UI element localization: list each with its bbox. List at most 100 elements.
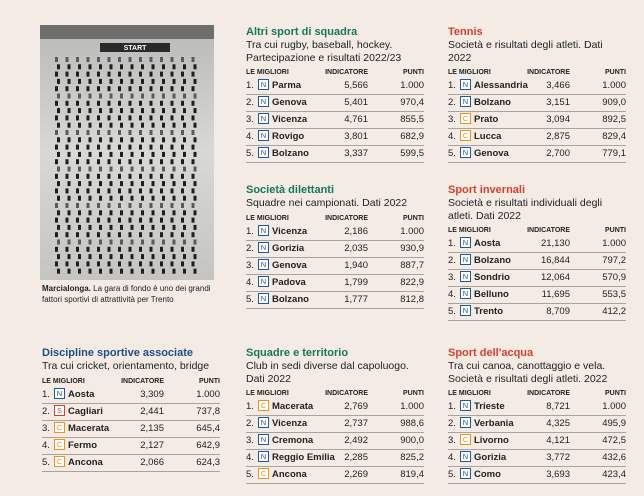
skier [57,181,60,187]
skier [99,195,102,201]
skier [109,78,113,84]
rank: 1. [448,80,456,91]
skier [151,181,155,187]
skier [55,71,58,77]
panel-subtitle: Squadre nei campionati. Dati 2022 [246,197,408,209]
skier [78,239,81,245]
skier [99,93,102,99]
skier [151,137,155,143]
points: 412,2 [602,306,626,317]
skier [183,268,186,274]
skier [149,261,153,267]
area-badge: C [54,438,65,450]
skier [139,188,142,194]
rank: 2. [448,97,456,108]
header-cell: INDICATORE [325,69,368,76]
area-badge: N [258,79,269,90]
skier [139,71,142,77]
skier [99,210,102,216]
skier [55,57,58,62]
table-row: 5. C Ancona 2,066 624,3 [42,455,220,472]
skier [172,64,176,70]
header-cell: PUNTI [199,377,220,385]
table-row: 3. N Vicenza 4,761 855,5 [246,112,424,129]
skier [181,144,184,150]
skier [99,64,102,70]
table-header: LE MIGLIORI INDICATORE PUNTI [246,67,424,78]
skier [78,268,81,274]
skier [128,71,132,77]
panel: Sport dell'acqua Tra cui canoa, canottagg… [448,347,626,484]
points: 642,9 [196,439,220,451]
skier [183,210,186,216]
points: 423,4 [602,469,626,480]
city: Aosta [474,238,501,249]
skier [97,71,100,77]
skier [193,166,197,172]
points: 825,2 [400,452,424,463]
area-badge: N [258,130,269,141]
indicator: 8,721 [546,401,570,412]
header-cell: LE MIGLIORI [246,214,289,222]
rank: 3. [448,435,456,446]
skier [149,173,153,179]
skier [141,210,144,216]
skier [128,159,132,165]
skier [183,93,186,99]
skier [151,254,155,260]
area-badge: N [460,254,471,265]
area-badge: N [460,79,471,90]
skier [57,137,60,143]
rank: 4. [246,131,254,142]
skier [130,224,134,230]
skier [76,188,79,194]
table-row: 1. N Aosta 3,309 1.000 [42,387,220,404]
skier [120,224,123,230]
caption-bold: Marcialonga. [42,284,91,293]
area-badge: N [258,451,269,462]
city: Bolzano [474,97,511,108]
skier [78,122,81,128]
indicator: 2,186 [344,225,368,237]
points: 819,4 [400,469,424,480]
skier [162,239,165,245]
indicator: 8,709 [546,306,570,317]
skier [162,151,165,157]
skier [86,71,90,77]
skier [120,254,123,260]
area-badge: S [54,404,65,416]
points: 570,9 [602,272,626,283]
skier [107,217,111,223]
skier [86,144,90,150]
skier [160,217,163,223]
skier [99,137,102,143]
skier [107,232,111,238]
skier [181,71,184,77]
skier [170,246,174,252]
skier [67,181,71,187]
city: Cremona [272,435,314,446]
skier [76,232,79,238]
points: 970,4 [400,97,424,108]
skier [76,57,79,62]
skier [170,71,174,77]
skier [99,108,102,114]
skier [57,224,60,230]
skier [88,268,92,274]
skier [149,100,153,106]
header-cell: LE MIGLIORI [42,377,85,385]
skier [170,217,174,223]
skier [160,130,163,135]
skier [128,261,132,267]
panel-subtitle: Società e risultati degli atleti. Dati 2… [448,39,603,64]
skier [99,122,102,128]
skier [76,159,79,165]
skier [107,188,111,194]
skier [109,93,113,99]
table-row: 4. C Fermo 2,127 642,9 [42,438,220,455]
skier [139,261,142,267]
indicator: 2,035 [344,242,368,254]
skier [191,100,195,106]
panel: Tennis Società e risultati degli atleti. … [448,26,626,163]
